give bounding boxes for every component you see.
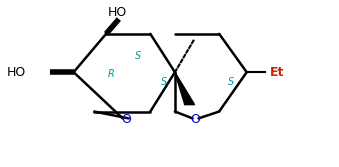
Text: R: R <box>107 69 114 79</box>
Text: HO: HO <box>108 6 127 19</box>
Text: S: S <box>161 77 167 87</box>
Text: S: S <box>135 51 142 61</box>
Text: O: O <box>121 113 131 126</box>
Text: HO: HO <box>7 66 26 79</box>
Polygon shape <box>175 72 195 105</box>
Text: Et: Et <box>270 66 285 79</box>
Text: S: S <box>228 77 234 87</box>
Text: O: O <box>191 113 200 126</box>
